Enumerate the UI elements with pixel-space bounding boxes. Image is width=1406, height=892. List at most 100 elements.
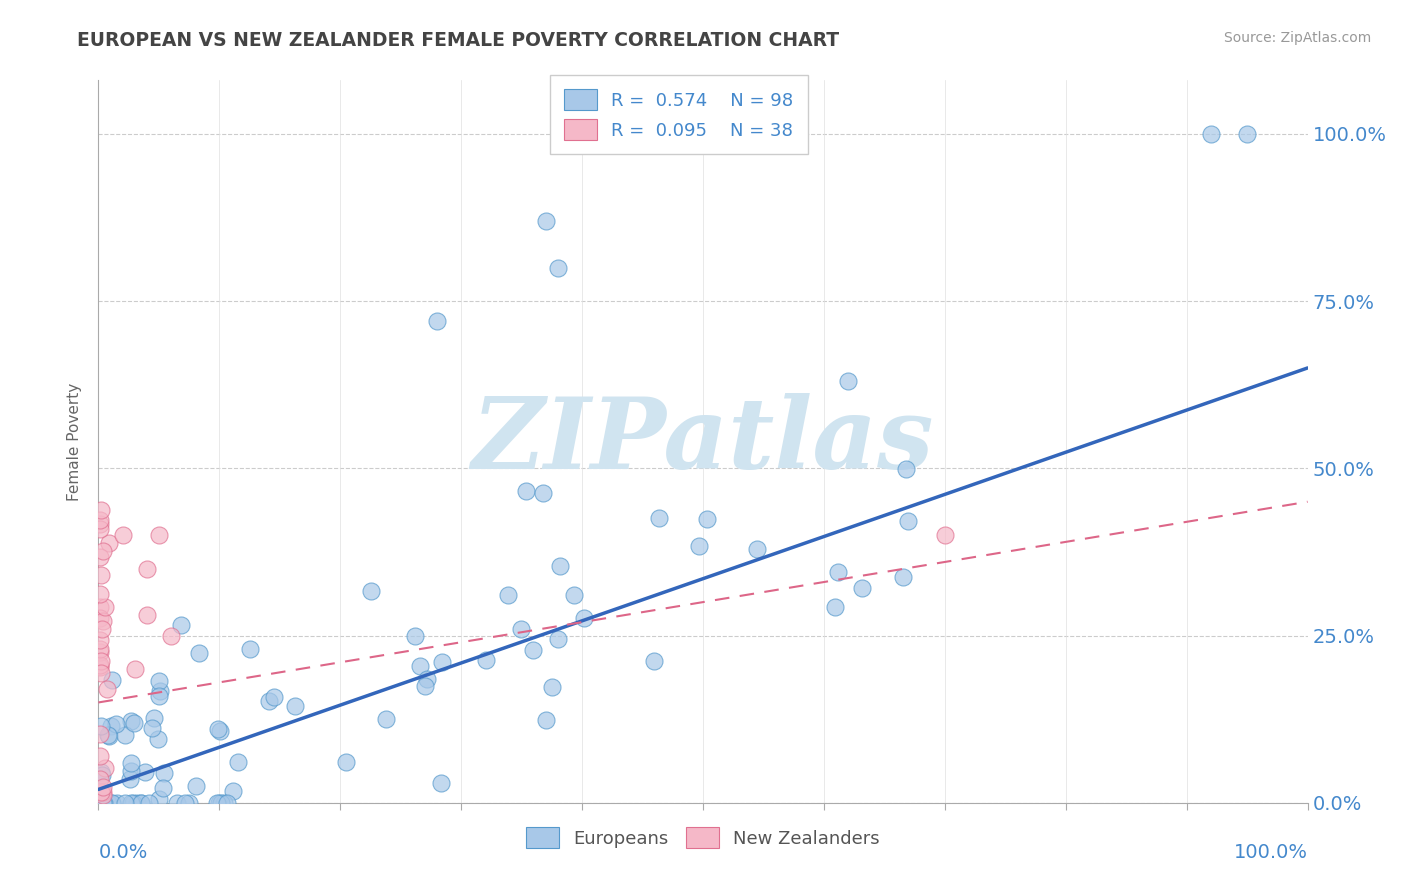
Point	[127, 796, 149, 810]
Text: 100.0%: 100.0%	[1233, 843, 1308, 862]
Point	[148, 528, 170, 542]
Point	[696, 512, 718, 526]
Point	[515, 484, 537, 499]
Point	[120, 714, 142, 728]
Point	[648, 510, 671, 524]
Y-axis label: Female Poverty: Female Poverty	[67, 383, 83, 500]
Point	[166, 796, 188, 810]
Point	[148, 673, 170, 688]
Point	[129, 796, 152, 810]
Point	[335, 756, 357, 770]
Point	[475, 653, 498, 667]
Point	[97, 729, 120, 743]
Point	[89, 599, 111, 614]
Point	[114, 796, 136, 810]
Point	[141, 721, 163, 735]
Point	[409, 658, 432, 673]
Point	[263, 690, 285, 705]
Point	[547, 632, 569, 646]
Text: ZIPatlas: ZIPatlas	[472, 393, 934, 490]
Point	[121, 796, 143, 810]
Point	[205, 796, 228, 810]
Point	[89, 633, 111, 648]
Point	[179, 796, 201, 810]
Point	[94, 600, 117, 615]
Point	[89, 791, 111, 805]
Point	[89, 517, 111, 532]
Point	[90, 568, 112, 582]
Point	[360, 584, 382, 599]
Point	[413, 679, 436, 693]
Point	[101, 796, 124, 810]
Point	[897, 514, 920, 528]
Point	[114, 728, 136, 742]
Point	[135, 562, 157, 576]
Point	[747, 541, 769, 556]
Point	[89, 727, 111, 741]
Text: EUROPEAN VS NEW ZEALANDER FEMALE POVERTY CORRELATION CHART: EUROPEAN VS NEW ZEALANDER FEMALE POVERTY…	[77, 31, 839, 50]
Point	[100, 796, 122, 810]
Point	[522, 643, 544, 657]
Point	[138, 796, 160, 810]
Point	[91, 622, 114, 636]
Point	[152, 781, 174, 796]
Point	[91, 788, 114, 802]
Point	[134, 764, 156, 779]
Point	[143, 711, 166, 725]
Point	[510, 622, 533, 636]
Point	[89, 749, 111, 764]
Point	[122, 715, 145, 730]
Point	[135, 608, 157, 623]
Text: 0.0%: 0.0%	[98, 843, 148, 862]
Point	[120, 796, 142, 810]
Point	[208, 724, 231, 739]
Point	[837, 375, 859, 389]
Point	[174, 796, 197, 810]
Point	[97, 796, 120, 810]
Point	[496, 588, 519, 602]
Point	[548, 559, 571, 574]
Point	[534, 714, 557, 728]
Point	[89, 660, 111, 674]
Point	[90, 719, 112, 733]
Point	[89, 645, 111, 659]
Point	[146, 731, 169, 746]
Legend: Europeans, New Zealanders: Europeans, New Zealanders	[519, 820, 887, 855]
Point	[89, 549, 111, 564]
Point	[209, 796, 232, 810]
Point	[934, 528, 956, 542]
Point	[149, 684, 172, 698]
Point	[207, 722, 229, 736]
Point	[98, 535, 121, 549]
Point	[89, 796, 111, 810]
Point	[105, 716, 128, 731]
Point	[1236, 127, 1258, 141]
Point	[212, 796, 235, 810]
Point	[824, 600, 846, 615]
Point	[89, 642, 111, 657]
Point	[89, 772, 111, 786]
Point	[100, 673, 122, 688]
Point	[534, 214, 557, 228]
Point	[426, 314, 449, 328]
Point	[827, 566, 849, 580]
Point	[129, 796, 152, 810]
Point	[90, 654, 112, 668]
Point	[284, 698, 307, 713]
Point	[170, 617, 193, 632]
Point	[91, 767, 114, 781]
Point	[416, 672, 439, 686]
Point	[91, 796, 114, 810]
Point	[226, 755, 249, 769]
Point	[89, 657, 111, 672]
Text: Source: ZipAtlas.com: Source: ZipAtlas.com	[1223, 31, 1371, 45]
Point	[90, 764, 112, 779]
Point	[148, 792, 170, 806]
Point	[90, 796, 112, 810]
Point	[541, 680, 564, 694]
Point	[188, 646, 211, 660]
Point	[851, 581, 873, 595]
Point	[430, 655, 453, 669]
Point	[97, 728, 120, 742]
Point	[891, 570, 914, 584]
